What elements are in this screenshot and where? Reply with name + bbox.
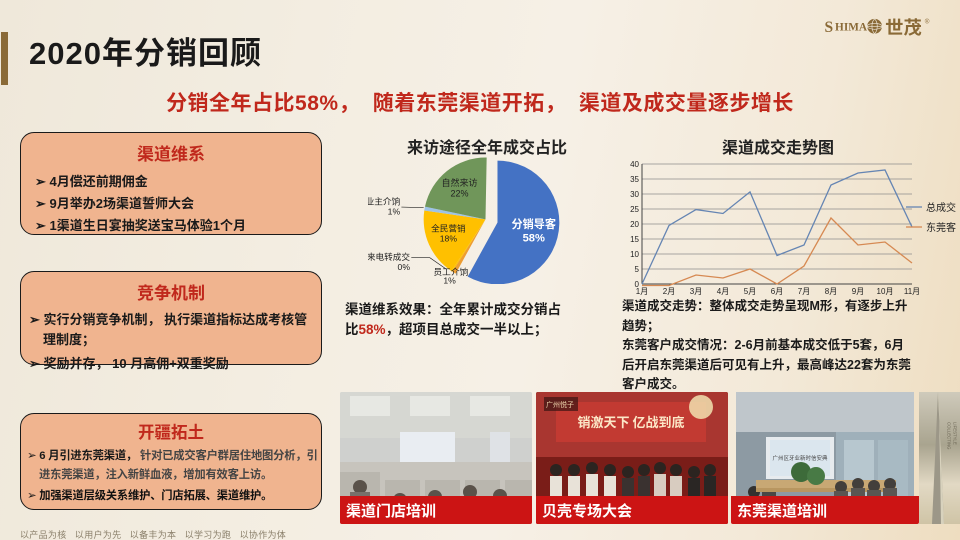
svg-text:1%: 1% <box>388 206 401 216</box>
svg-text:22%: 22% <box>451 189 469 199</box>
svg-text:18%: 18% <box>440 234 458 244</box>
svg-text:6月: 6月 <box>771 287 783 296</box>
svg-text:3月: 3月 <box>690 287 702 296</box>
svg-text:分销导客: 分销导客 <box>511 217 556 231</box>
svg-text:4月: 4月 <box>717 287 729 296</box>
svg-text:1%: 1% <box>443 276 456 284</box>
svg-text:®: ® <box>925 17 930 25</box>
svg-text:广州悦子: 广州悦子 <box>546 400 574 409</box>
svg-text:10: 10 <box>630 250 639 259</box>
svg-text:5月: 5月 <box>744 287 756 296</box>
svg-text:2月: 2月 <box>663 287 675 296</box>
svg-text:7月: 7月 <box>798 287 810 296</box>
svg-text:11月: 11月 <box>904 287 920 296</box>
svg-text:1月: 1月 <box>636 287 648 296</box>
svg-text:业主介饷: 业主介饷 <box>368 196 401 207</box>
svg-text:9月: 9月 <box>852 287 864 296</box>
svg-text:5: 5 <box>635 265 640 274</box>
svg-text:全民营销: 全民营销 <box>431 223 466 234</box>
svg-text:广州区牙业新时信安典: 广州区牙业新时信安典 <box>772 454 828 462</box>
svg-text:25: 25 <box>630 205 639 214</box>
svg-text:10月: 10月 <box>877 287 894 296</box>
svg-text:自然来访: 自然来访 <box>441 177 477 188</box>
svg-text:世茂: 世茂 <box>885 15 922 39</box>
svg-text:40: 40 <box>630 160 639 169</box>
svg-text:COLLECTING: COLLECTING <box>947 422 952 450</box>
svg-text:58%: 58% <box>523 233 545 245</box>
svg-text:15: 15 <box>630 235 639 244</box>
svg-text:销激天下 亿战到底: 销激天下 亿战到底 <box>578 412 685 431</box>
svg-text:LIFESTYLE: LIFESTYLE <box>953 422 958 445</box>
svg-text:35: 35 <box>630 175 639 184</box>
svg-text:S: S <box>824 19 833 36</box>
svg-text:HIMA: HIMA <box>835 22 868 34</box>
svg-text:20: 20 <box>630 220 639 229</box>
svg-text:30: 30 <box>630 190 639 199</box>
svg-text:0%: 0% <box>398 262 411 272</box>
svg-text:来电转成交: 来电转成交 <box>368 251 410 262</box>
svg-text:8月: 8月 <box>825 287 837 296</box>
